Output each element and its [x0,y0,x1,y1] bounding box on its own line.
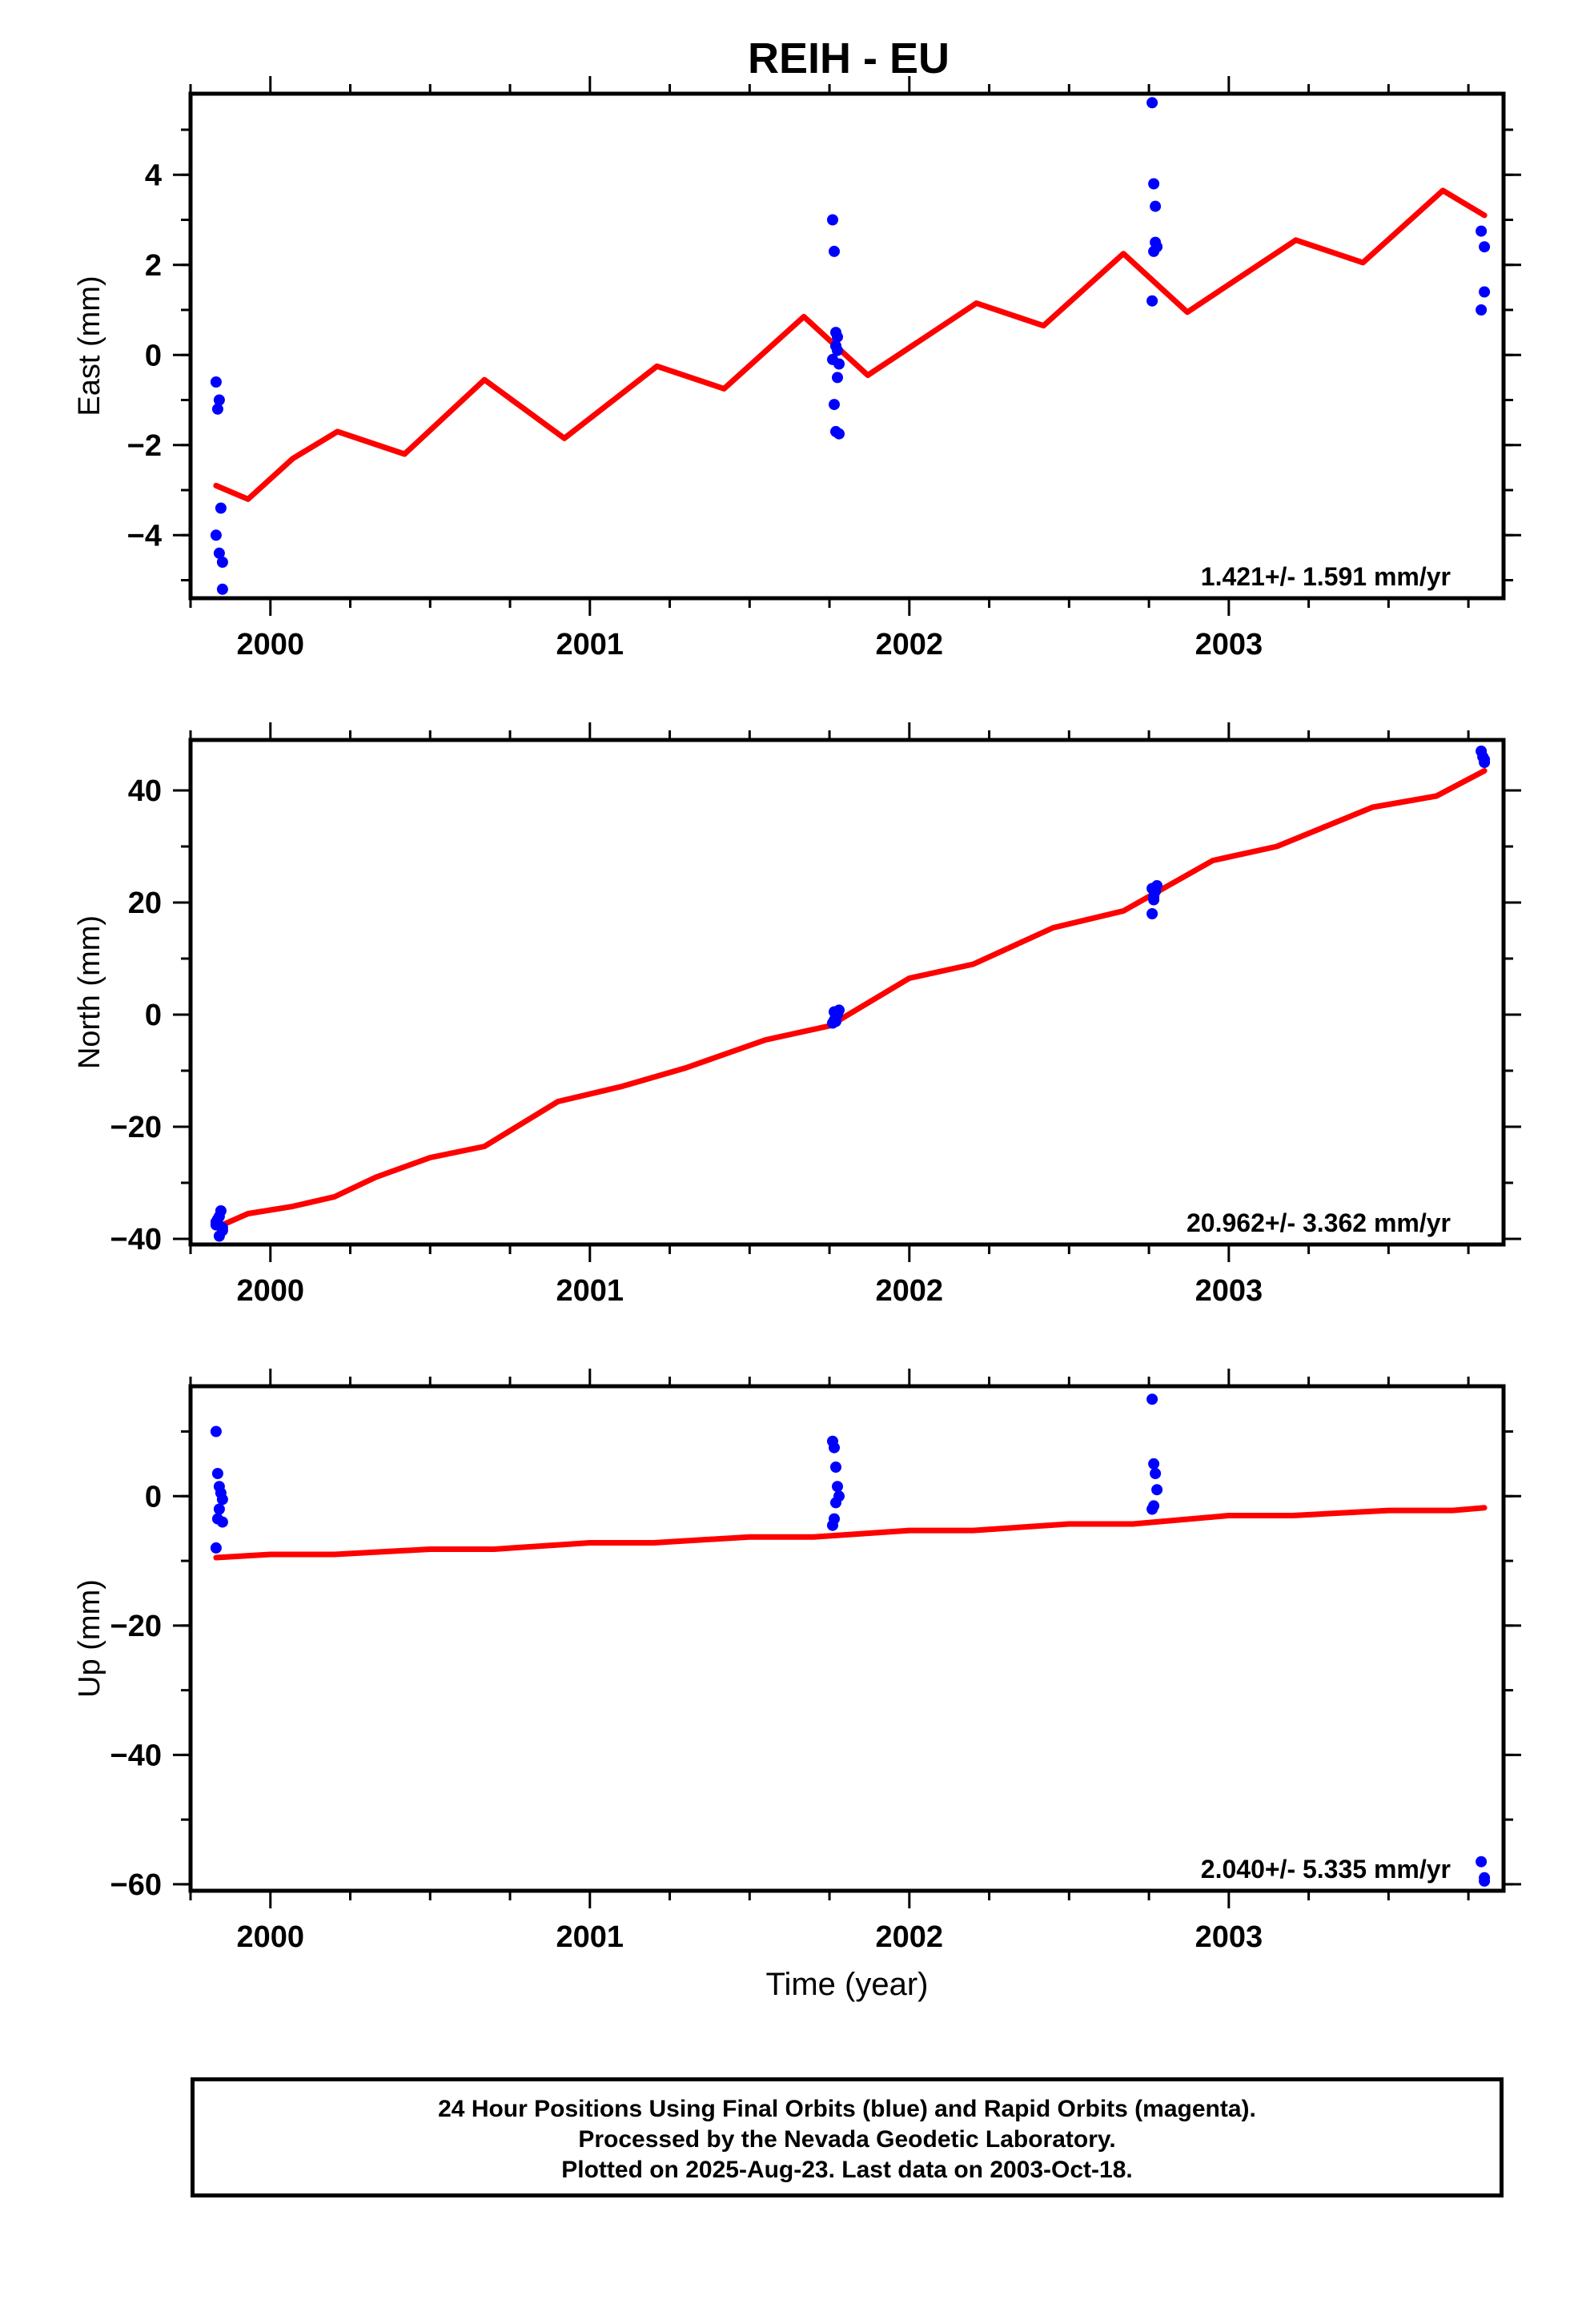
data-point [215,502,227,514]
data-point [829,1006,840,1018]
data-point [827,1519,838,1531]
data-point [832,1481,843,1493]
rate-annotation: 2.040+/- 5.335 mm/yr [1201,1855,1451,1884]
data-point [832,331,843,343]
y-tick-label: −60 [110,1868,162,1902]
data-point [216,1516,228,1528]
data-point [211,403,223,415]
x-tick-label: 2003 [1195,1274,1263,1308]
data-point [1146,97,1158,109]
data-point [211,1468,223,1479]
y-tick-label: 0 [145,339,162,372]
footer-line-3: Plotted on 2025-Aug-23. Last data on 200… [561,2157,1133,2183]
data-point [216,1222,228,1233]
fit-line [213,1505,1488,1561]
rate-annotation: 1.421+/- 1.591 mm/yr [1201,562,1451,591]
data-point [210,529,222,541]
y-tick-label: 4 [145,159,162,192]
y-tick-label: 20 [128,887,162,920]
x-tick-label: 2001 [556,1274,624,1308]
y-tick-label: 2 [145,249,162,283]
data-point [829,399,840,411]
data-point [210,1542,222,1554]
rate-annotation: 20.962+/- 3.362 mm/yr [1186,1208,1451,1237]
data-point [1150,1468,1162,1479]
data-point [216,557,228,568]
y-axis-label: North (mm) [73,915,106,1069]
page-title: REIH - EU [747,34,950,82]
data-point [210,1425,222,1437]
data-point [833,428,845,440]
data-point [1148,1458,1160,1470]
data-point [830,1015,841,1027]
plot-frame [188,738,1506,1247]
y-tick-label: 0 [145,999,162,1032]
data-point [213,1503,225,1515]
x-tick-label: 2002 [876,1274,944,1308]
data-point [215,1205,227,1216]
x-tick-label: 2000 [236,628,304,661]
data-point [216,583,228,595]
y-tick-label: 0 [145,1480,162,1514]
fit-line [213,187,1488,502]
data-point [1151,1484,1163,1496]
data-point [833,358,845,370]
y-tick-label: −4 [127,519,162,553]
data-point [829,1441,840,1454]
data-point [1479,1875,1491,1887]
x-tick-label: 2001 [556,1920,624,1954]
y-tick-label: −2 [127,429,162,463]
footer-box: 24 Hour Positions Using Final Orbits (bl… [191,2077,1504,2197]
footer-line-2: Processed by the Nevada Geodetic Laborat… [578,2126,1116,2153]
x-axis-label: Time (year) [766,1967,929,2002]
x-tick-label: 2003 [1195,628,1263,661]
data-point [1479,754,1491,766]
data-point [1476,225,1488,237]
data-point [1479,286,1491,298]
x-tick-label: 2002 [876,1920,944,1954]
data-point [216,1494,228,1506]
data-point [1146,908,1158,919]
data-point [832,344,843,356]
plot-frame [188,1384,1506,1893]
y-tick-label: −40 [110,1223,162,1256]
data-point [210,376,222,388]
y-tick-label: −20 [110,1111,162,1144]
data-point [213,394,225,406]
data-point [1479,241,1491,253]
data-point [830,1462,841,1473]
x-tick-label: 2000 [236,1920,304,1954]
x-tick-label: 2000 [236,1274,304,1308]
y-tick-label: 40 [128,774,162,808]
data-point [1148,178,1160,190]
data-point [1476,1856,1488,1868]
data-point [1476,304,1488,316]
data-point [830,1497,841,1509]
fit-line [213,768,1488,1231]
x-tick-label: 2002 [876,628,944,661]
data-point [829,245,840,257]
y-axis-label: Up (mm) [73,1579,106,1698]
x-tick-label: 2003 [1195,1920,1263,1954]
y-tick-label: −20 [110,1610,162,1643]
data-point [827,214,838,226]
plot-frame [188,91,1506,601]
data-point [213,547,225,559]
data-point [832,372,843,384]
y-tick-label: −40 [110,1739,162,1772]
data-point [1150,200,1162,212]
data-point [1148,245,1160,257]
data-point [1146,1393,1158,1405]
data-point [1146,1503,1158,1515]
y-axis-label: East (mm) [73,275,106,416]
footer-line-1: 24 Hour Positions Using Final Orbits (bl… [438,2096,1256,2122]
data-point [1148,894,1160,906]
data-point [213,1230,225,1242]
data-point [1146,883,1158,895]
data-point [1146,295,1158,307]
x-tick-label: 2001 [556,628,624,661]
